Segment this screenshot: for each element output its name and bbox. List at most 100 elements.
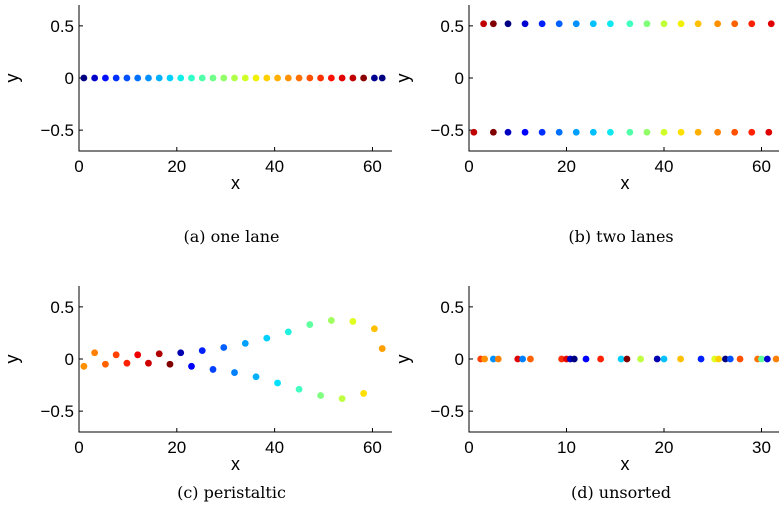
- data-point: [102, 360, 109, 368]
- data-point: [274, 74, 281, 82]
- data-point: [731, 20, 739, 28]
- x-tick-label: 60: [752, 157, 771, 176]
- data-point: [623, 355, 631, 363]
- data-point: [91, 349, 99, 357]
- data-point: [177, 349, 185, 357]
- y-tick-label: −0.5: [40, 121, 74, 140]
- y-axis-label: y: [393, 355, 413, 364]
- data-point: [637, 355, 644, 363]
- data-point: [317, 392, 324, 399]
- y-axis-label: y: [2, 74, 22, 83]
- data-point: [694, 20, 702, 28]
- data-point: [177, 74, 185, 82]
- data-point: [134, 351, 142, 359]
- panel-two-lanes: 0 20 40 600.50−0.5xy(b) two lanes: [393, 5, 779, 246]
- y-tick-label: 0: [455, 69, 464, 88]
- data-point: [263, 334, 271, 342]
- data-point: [470, 128, 478, 136]
- data-point: [349, 318, 357, 325]
- data-point: [489, 128, 497, 136]
- data-point: [572, 128, 580, 136]
- data-point: [145, 359, 152, 367]
- subfigure-caption: (b) two lanes: [568, 227, 673, 246]
- y-tick-label: −0.5: [430, 402, 464, 421]
- data-point: [112, 351, 120, 359]
- x-axis-label: x: [621, 173, 630, 193]
- data-point: [606, 20, 614, 28]
- data-point: [241, 339, 249, 347]
- data-point: [295, 385, 303, 393]
- data-point: [145, 74, 152, 82]
- data-point: [660, 128, 668, 136]
- data-point: [370, 325, 378, 333]
- data-point: [481, 355, 488, 363]
- data-point: [643, 128, 651, 136]
- data-point: [209, 74, 217, 82]
- data-point: [220, 344, 228, 351]
- data-point: [91, 74, 99, 82]
- subfigure-caption: (a) one lane: [183, 227, 279, 246]
- x-tick-label: 40: [265, 438, 284, 457]
- axes-frame: [78, 286, 392, 433]
- x-tick-label: 20: [167, 438, 186, 457]
- data-point: [697, 355, 705, 363]
- data-point: [726, 355, 734, 363]
- data-point: [241, 74, 249, 82]
- x-tick-label: 60: [363, 157, 382, 176]
- data-point: [188, 362, 195, 370]
- data-point: [765, 128, 773, 136]
- data-point: [677, 20, 685, 28]
- x-tick-label: 60: [363, 438, 382, 457]
- data-point: [660, 355, 668, 363]
- x-tick-label: 20: [655, 438, 674, 457]
- data-point: [722, 355, 729, 363]
- data-point: [231, 74, 238, 82]
- data-point: [274, 379, 281, 387]
- data-point: [521, 20, 529, 28]
- data-point: [338, 395, 346, 403]
- data-point: [188, 74, 195, 82]
- data-point: [295, 74, 303, 82]
- data-point: [327, 74, 335, 82]
- y-tick-label: 0: [65, 350, 74, 369]
- data-point: [570, 355, 578, 363]
- data-point: [252, 74, 260, 82]
- data-point: [349, 74, 357, 82]
- data-point: [263, 74, 271, 82]
- data-point: [617, 355, 625, 363]
- data-point: [134, 74, 142, 82]
- panel-one-lane: 0 20 40 600.50−0.5xy(a) one lane: [2, 5, 392, 246]
- data-point: [252, 373, 260, 381]
- data-point: [660, 20, 668, 28]
- data-point: [80, 74, 88, 82]
- data-point: [731, 128, 739, 136]
- data-point: [767, 20, 775, 28]
- y-tick-label: 0.5: [440, 17, 464, 36]
- data-point: [155, 74, 163, 82]
- data-point: [527, 355, 534, 363]
- data-point: [102, 74, 109, 82]
- data-point: [643, 20, 651, 28]
- data-point: [555, 128, 563, 136]
- data-point: [231, 369, 238, 376]
- data-point: [378, 74, 386, 82]
- x-axis-label: x: [621, 454, 630, 474]
- data-point: [572, 20, 580, 28]
- data-point: [198, 74, 206, 82]
- x-tick-label: 0: [464, 438, 473, 457]
- data-point: [582, 355, 590, 363]
- data-point: [327, 317, 335, 324]
- data-point: [123, 359, 131, 367]
- data-point: [597, 355, 605, 363]
- subfigure-caption: (c) peristaltic: [177, 483, 286, 502]
- data-point: [626, 20, 634, 28]
- data-point: [220, 74, 228, 82]
- data-point: [538, 128, 546, 136]
- data-point: [763, 355, 771, 363]
- data-point: [360, 390, 368, 397]
- data-point: [758, 355, 765, 363]
- x-tick-label: 0: [464, 157, 473, 176]
- y-tick-label: 0.5: [440, 298, 464, 317]
- data-point: [626, 128, 634, 136]
